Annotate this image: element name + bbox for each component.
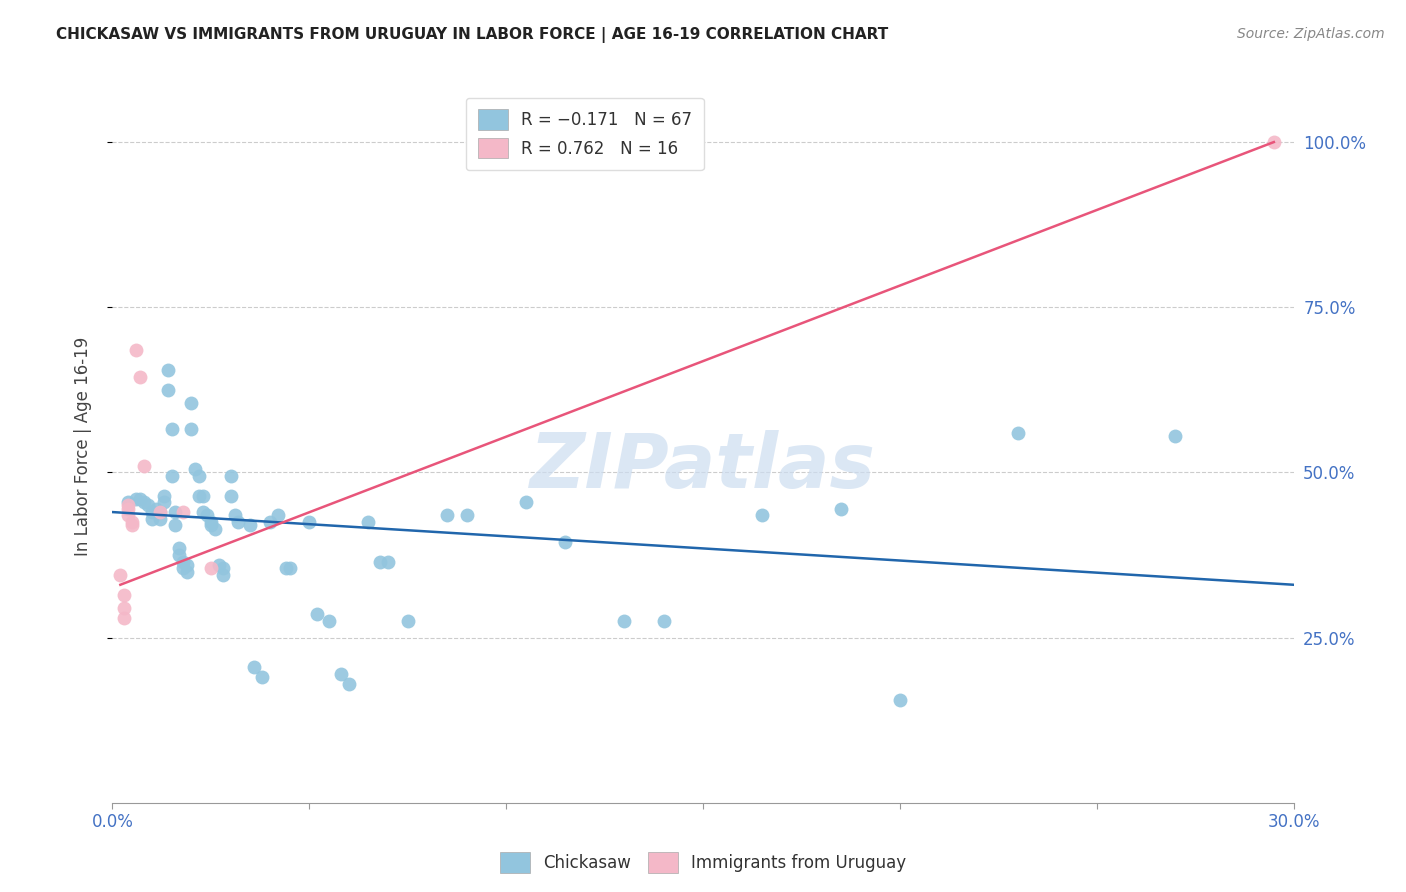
Legend: R = −0.171   N = 67, R = 0.762   N = 16: R = −0.171 N = 67, R = 0.762 N = 16 <box>465 97 704 169</box>
Point <box>172 505 194 519</box>
Point <box>191 505 214 519</box>
Text: CHICKASAW VS IMMIGRANTS FROM URUGUAY IN LABOR FORCE | AGE 16-19 CORRELATION CHAR: CHICKASAW VS IMMIGRANTS FROM URUGUAY IN … <box>56 27 889 43</box>
Point <box>554 534 576 549</box>
Point <box>515 495 537 509</box>
Point <box>396 614 419 628</box>
Point <box>274 561 297 575</box>
Point <box>129 491 152 506</box>
Point <box>149 505 172 519</box>
Point <box>152 489 174 503</box>
Point <box>211 561 233 575</box>
Point <box>208 558 231 572</box>
Point <box>278 561 301 575</box>
Point <box>751 508 773 523</box>
Point <box>145 501 167 516</box>
Point <box>117 501 139 516</box>
Point <box>259 515 281 529</box>
Point <box>307 607 329 622</box>
Point <box>149 505 172 519</box>
Point <box>188 468 211 483</box>
Point <box>243 660 266 674</box>
Point <box>141 511 163 525</box>
Point <box>112 611 135 625</box>
Point <box>176 558 198 572</box>
Point <box>160 422 183 436</box>
Point <box>121 515 143 529</box>
Point <box>191 489 214 503</box>
Point <box>141 505 163 519</box>
Point <box>156 363 179 377</box>
Point <box>377 555 399 569</box>
Point <box>156 383 179 397</box>
Text: Source: ZipAtlas.com: Source: ZipAtlas.com <box>1237 27 1385 41</box>
Point <box>165 505 187 519</box>
Point <box>121 518 143 533</box>
Point <box>1007 425 1029 440</box>
Point <box>169 541 191 556</box>
Point <box>204 522 226 536</box>
Point <box>298 515 321 529</box>
Point <box>318 614 340 628</box>
Point <box>169 548 191 562</box>
Point <box>200 518 222 533</box>
Point <box>652 614 675 628</box>
Point <box>112 600 135 615</box>
Point <box>180 396 202 410</box>
Point <box>228 515 250 529</box>
Point <box>1263 135 1285 149</box>
Point <box>195 508 218 523</box>
Point <box>117 508 139 523</box>
Point <box>165 518 187 533</box>
Point <box>132 458 155 473</box>
Point <box>368 555 391 569</box>
Point <box>239 518 262 533</box>
Legend: Chickasaw, Immigrants from Uruguay: Chickasaw, Immigrants from Uruguay <box>494 846 912 880</box>
Point <box>267 508 290 523</box>
Point <box>136 499 159 513</box>
Point <box>129 369 152 384</box>
Text: ZIPatlas: ZIPatlas <box>530 431 876 504</box>
Y-axis label: In Labor Force | Age 16-19: In Labor Force | Age 16-19 <box>73 336 91 556</box>
Point <box>1164 429 1187 443</box>
Point <box>117 495 139 509</box>
Point <box>830 501 852 516</box>
Point <box>889 693 911 707</box>
Point <box>329 667 352 681</box>
Point <box>219 468 242 483</box>
Point <box>357 515 380 529</box>
Point <box>180 422 202 436</box>
Point <box>188 489 211 503</box>
Point <box>152 495 174 509</box>
Point <box>132 495 155 509</box>
Point <box>456 508 478 523</box>
Point <box>125 343 148 358</box>
Point <box>110 567 132 582</box>
Point <box>224 508 246 523</box>
Point <box>613 614 636 628</box>
Point <box>200 561 222 575</box>
Point <box>117 499 139 513</box>
Point <box>172 555 194 569</box>
Point <box>176 565 198 579</box>
Point <box>184 462 207 476</box>
Point <box>125 491 148 506</box>
Point <box>219 489 242 503</box>
Point <box>172 561 194 575</box>
Point <box>200 515 222 529</box>
Point <box>160 468 183 483</box>
Point <box>149 511 172 525</box>
Point <box>211 567 233 582</box>
Point <box>250 670 273 684</box>
Point <box>337 677 360 691</box>
Point <box>436 508 458 523</box>
Point <box>112 588 135 602</box>
